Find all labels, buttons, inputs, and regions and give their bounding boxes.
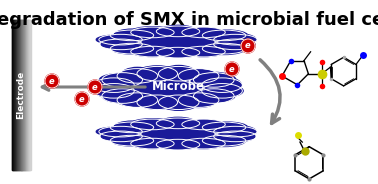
Ellipse shape xyxy=(130,27,175,38)
Bar xyxy=(17,20,19,170)
Ellipse shape xyxy=(101,132,140,141)
Ellipse shape xyxy=(183,139,224,149)
Ellipse shape xyxy=(160,25,196,37)
Bar xyxy=(14,20,15,170)
Ellipse shape xyxy=(96,127,145,136)
Bar xyxy=(19,20,20,170)
Ellipse shape xyxy=(160,117,196,129)
Bar xyxy=(28,20,29,170)
Bar xyxy=(16,20,17,170)
Circle shape xyxy=(225,62,239,76)
Circle shape xyxy=(88,80,102,94)
Bar xyxy=(27,20,28,170)
Ellipse shape xyxy=(96,79,132,92)
Bar xyxy=(23,20,24,170)
Bar xyxy=(13,20,14,170)
Ellipse shape xyxy=(184,28,223,37)
Bar xyxy=(25,20,26,170)
Ellipse shape xyxy=(130,119,175,130)
Ellipse shape xyxy=(184,120,223,129)
Ellipse shape xyxy=(216,39,255,50)
Ellipse shape xyxy=(193,90,235,102)
Bar xyxy=(23,20,24,170)
Ellipse shape xyxy=(183,47,224,57)
Bar xyxy=(15,20,17,170)
Bar xyxy=(13,20,14,170)
Ellipse shape xyxy=(96,35,145,44)
Bar xyxy=(26,20,27,170)
Ellipse shape xyxy=(95,84,133,98)
Bar xyxy=(28,20,29,170)
Ellipse shape xyxy=(121,67,154,84)
Bar xyxy=(24,20,25,170)
Ellipse shape xyxy=(216,131,255,142)
Text: e: e xyxy=(49,77,55,86)
Bar xyxy=(22,20,23,170)
Bar xyxy=(20,20,21,170)
Ellipse shape xyxy=(203,43,245,54)
Bar xyxy=(12,20,13,170)
Bar xyxy=(22,20,23,170)
Ellipse shape xyxy=(106,70,229,106)
Bar xyxy=(29,20,30,170)
Bar xyxy=(27,20,28,170)
Text: e: e xyxy=(92,82,98,91)
Ellipse shape xyxy=(131,47,174,56)
Ellipse shape xyxy=(114,121,150,134)
Ellipse shape xyxy=(131,139,174,148)
Ellipse shape xyxy=(201,30,248,41)
Circle shape xyxy=(45,74,59,88)
Bar xyxy=(26,20,27,170)
Ellipse shape xyxy=(101,40,140,49)
Ellipse shape xyxy=(203,77,242,94)
FancyArrowPatch shape xyxy=(260,60,280,123)
Ellipse shape xyxy=(112,29,244,55)
Bar xyxy=(15,20,16,170)
Bar xyxy=(18,20,19,170)
Bar xyxy=(20,20,22,170)
Ellipse shape xyxy=(114,29,150,42)
Ellipse shape xyxy=(99,73,145,86)
Ellipse shape xyxy=(112,43,152,54)
Circle shape xyxy=(75,92,89,106)
Circle shape xyxy=(241,39,255,53)
Ellipse shape xyxy=(215,33,256,46)
Ellipse shape xyxy=(159,94,199,110)
Bar xyxy=(14,20,15,170)
Ellipse shape xyxy=(155,48,201,57)
Bar xyxy=(25,20,26,170)
FancyArrowPatch shape xyxy=(42,84,145,90)
Ellipse shape xyxy=(112,135,152,146)
Bar xyxy=(24,20,25,170)
Ellipse shape xyxy=(102,89,142,103)
Ellipse shape xyxy=(136,66,178,82)
Bar xyxy=(18,20,19,170)
Ellipse shape xyxy=(180,93,217,107)
Ellipse shape xyxy=(112,121,244,147)
Bar xyxy=(19,20,20,170)
Ellipse shape xyxy=(203,135,245,146)
Text: e: e xyxy=(245,42,251,50)
Ellipse shape xyxy=(116,94,158,107)
Ellipse shape xyxy=(155,140,201,149)
Text: Degradation of SMX in microbial fuel cell: Degradation of SMX in microbial fuel cel… xyxy=(0,11,378,29)
Text: e: e xyxy=(79,95,85,103)
Bar xyxy=(25,20,26,170)
Ellipse shape xyxy=(201,84,243,97)
Text: Microbe: Microbe xyxy=(152,81,204,93)
Bar xyxy=(21,20,22,170)
Ellipse shape xyxy=(138,95,176,109)
Bar xyxy=(12,20,13,170)
Ellipse shape xyxy=(162,66,196,82)
Ellipse shape xyxy=(181,70,217,82)
Ellipse shape xyxy=(192,72,236,87)
Bar xyxy=(17,20,18,170)
Bar xyxy=(29,20,31,170)
Ellipse shape xyxy=(201,122,248,133)
Text: Electrode: Electrode xyxy=(17,71,25,119)
Text: e: e xyxy=(229,65,235,73)
Ellipse shape xyxy=(215,125,256,138)
